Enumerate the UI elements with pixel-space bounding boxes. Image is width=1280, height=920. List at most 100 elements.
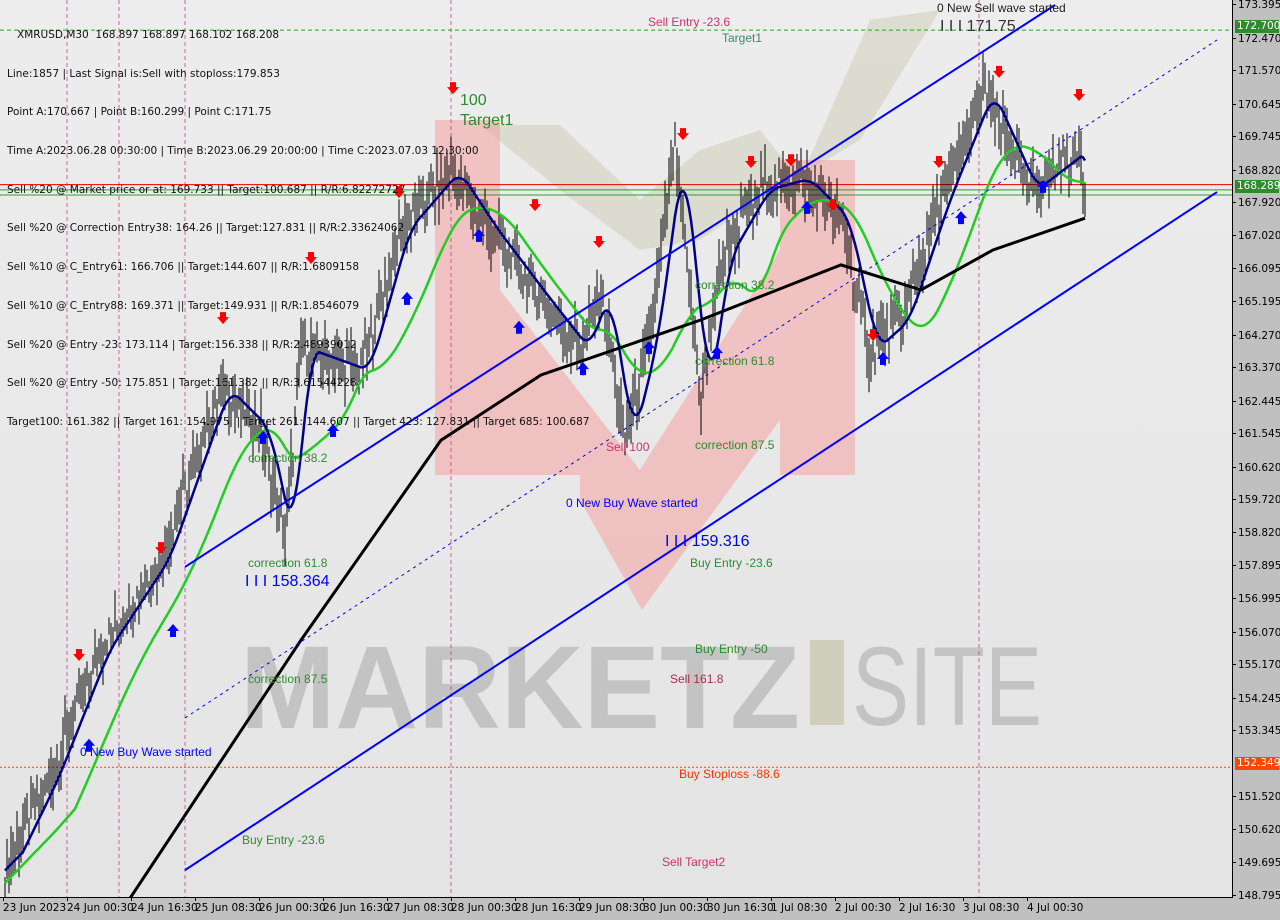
annotation-buy-entry-23-left: Buy Entry -23.6 [242, 833, 325, 847]
info-line: Sell %20 @ Correction Entry38: 164.26 ||… [7, 222, 405, 235]
price-tick-label: 160.620 [1231, 461, 1280, 474]
annotation-correction-38: correction 38.2 [695, 278, 775, 292]
annotation-point-left: I I I 158.364 [245, 573, 330, 590]
info-line: Point A:170.667 | Point B:160.299 | Poin… [7, 106, 272, 119]
time-tick-label: 2 Jul 16:30 [899, 897, 956, 914]
buy-arrow-icon [577, 362, 589, 376]
time-tick-label: 2 Jul 00:30 [835, 897, 892, 914]
time-tick-label: 30 Jun 00:30 [643, 897, 710, 914]
time-tick-label: 29 Jun 08:30 [579, 897, 646, 914]
annotation-correction-87: correction 87.5 [695, 438, 775, 452]
sell-arrow-icon [529, 199, 541, 212]
price-tick-label: 169.745 [1231, 131, 1280, 144]
time-tick-label: 30 Jun 16:30 [707, 897, 774, 914]
price-tick-label: 159.720 [1231, 494, 1280, 507]
price-tick-label: 158.820 [1231, 526, 1280, 539]
price-tick-label: 162.445 [1231, 395, 1280, 408]
annotation-correction-38-left: correction 38.2 [248, 451, 328, 465]
buy-arrow-icon [83, 738, 95, 752]
price-tick-label: 167.920 [1231, 197, 1280, 210]
buy-arrow-icon [513, 320, 525, 334]
watermark-m-shape [435, 120, 855, 610]
price-tick-label: 161.545 [1231, 428, 1280, 441]
time-tick-label: 3 Jul 08:30 [963, 897, 1020, 914]
buy-arrow-icon [401, 291, 413, 305]
annotation-buy-entry-50: Buy Entry -50 [695, 642, 768, 656]
annotation-100: 100 [460, 92, 487, 109]
annotation-new-buy-wave: 0 New Buy Wave started [566, 496, 698, 510]
sell-arrow-icon [593, 236, 605, 249]
buy-arrow-icon [801, 200, 813, 214]
sell-arrow-icon [305, 251, 317, 264]
annotation-correction-61-left: correction 61.8 [248, 556, 328, 570]
info-line: Time A:2023.06.28 00:30:00 | Time B:2023… [7, 144, 479, 157]
price-level-label: 172.700 [1235, 20, 1280, 34]
price-tick-label: 168.820 [1231, 164, 1280, 177]
price-tick-label: 154.245 [1231, 692, 1280, 705]
sell-arrow-icon [867, 329, 879, 342]
price-level-label: 168.289 [1235, 179, 1280, 193]
chart-plot-area[interactable]: MARKETZ SITE XMRUSD,M30 168.897 168.897 … [0, 0, 1233, 898]
time-tick-label: 24 Jun 00:30 [67, 897, 134, 914]
annotation-buy-stoploss: Buy Stoploss -88.6 [679, 767, 780, 781]
symbol-header: XMRUSD,M30 168.897 168.897 168.102 168.2… [17, 28, 280, 41]
annotation-correction-61: correction 61.8 [695, 354, 775, 368]
price-tick-label: 155.170 [1231, 659, 1280, 672]
info-line: Sell %20 @ Market price or at: 169.733 |… [7, 183, 406, 196]
watermark-bar [810, 640, 844, 725]
mid-moving-average-line [4, 145, 1086, 884]
annotation-new-buy-wave-left: 0 New Buy Wave started [80, 745, 212, 759]
sell-arrow-icon [745, 156, 757, 169]
price-tick-label: 172.470 [1231, 32, 1280, 45]
info-line: Line:1857 | Last Signal is:Sell with sto… [7, 67, 280, 80]
trend-channel-line [184, 39, 1218, 719]
buy-arrow-icon [711, 346, 723, 360]
buy-arrow-icon [1037, 179, 1049, 193]
annotation-sell-100: Sell 100 [606, 440, 650, 454]
watermark-text-marketz: MARKETZ [240, 622, 800, 754]
annotation-sell-entry: Sell Entry -23.6 [648, 15, 731, 29]
info-panel: XMRUSD,M30 168.897 168.897 168.102 168.2… [7, 3, 589, 455]
info-line: Sell %20 @ Entry -23: 173.114 | Target:1… [7, 338, 357, 351]
trend-channel-line [184, 191, 1218, 871]
price-chart [0, 0, 1232, 897]
buy-arrow-icon [167, 623, 179, 637]
time-tick-label: 28 Jun 00:30 [451, 897, 518, 914]
sell-arrow-icon [677, 128, 689, 141]
price-tick-label: 163.370 [1231, 362, 1280, 375]
annotation-new-sell-wave: 0 New Sell wave started [937, 1, 1066, 15]
buy-arrow-icon [877, 351, 889, 365]
annotation-point-b: I I I 159.316 [665, 533, 750, 550]
price-tick-label: 167.020 [1231, 229, 1280, 242]
price-tick-label: 165.195 [1231, 296, 1280, 308]
price-tick-label: 156.995 [1231, 593, 1280, 605]
sell-arrow-icon [73, 648, 85, 661]
buy-arrow-icon [257, 430, 269, 444]
time-tick-label: 1 Jul 08:30 [771, 897, 828, 914]
buy-arrow-icon [327, 424, 339, 438]
price-tick-label: 170.645 [1231, 98, 1280, 111]
price-tick-label: 149.695 [1231, 857, 1280, 870]
annotation-correction-87-left: correction 87.5 [248, 672, 328, 686]
slow-moving-average-line [129, 216, 1086, 897]
time-tick-label: 26 Jun 16:30 [323, 897, 390, 914]
time-tick-label: 23 Jun 2023 [3, 897, 67, 914]
price-tick-label: 173.395 [1231, 0, 1280, 11]
info-line: Sell %10 @ C_Entry61: 166.706 || Target:… [7, 261, 360, 274]
price-tick-label: 150.620 [1231, 823, 1280, 836]
annotation-sell-161: Sell 161.8 [670, 672, 724, 686]
price-level-label: 152.349 [1235, 757, 1280, 771]
price-tick-label: 164.270 [1231, 329, 1280, 342]
info-line: Sell %20 @ Entry -50: 175.851 | Target:1… [7, 377, 357, 390]
price-tick-label: 166.095 [1231, 263, 1280, 276]
price-tick-label: 156.070 [1231, 626, 1280, 639]
price-tick-label: 148.795 [1231, 890, 1280, 902]
time-tick-label: 4 Jul 00:30 [1027, 897, 1084, 914]
sell-arrow-icon [993, 65, 1005, 78]
sell-arrow-icon [827, 199, 839, 212]
sell-arrow-icon [933, 156, 945, 169]
price-tick-label: 151.520 [1231, 791, 1280, 804]
sell-arrow-icon [447, 82, 459, 95]
sell-arrow-icon [393, 186, 405, 199]
sell-arrow-icon [217, 312, 229, 325]
